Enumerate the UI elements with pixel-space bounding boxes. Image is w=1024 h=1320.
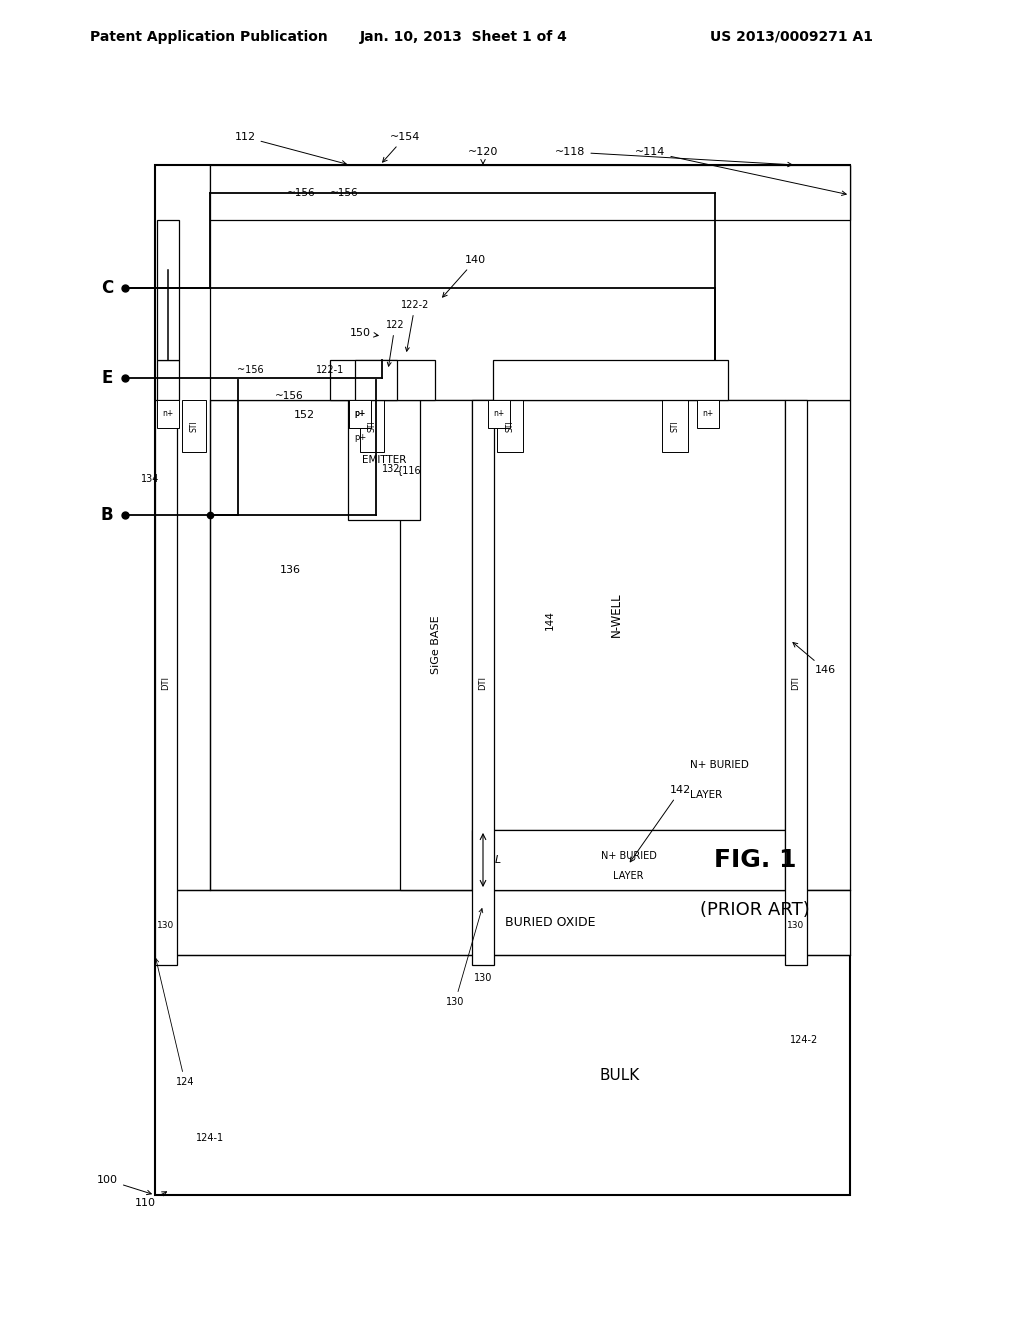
Text: DTI: DTI xyxy=(162,676,171,689)
Text: (PRIOR ART): (PRIOR ART) xyxy=(700,902,810,919)
Text: L: L xyxy=(495,855,502,865)
Text: 124: 124 xyxy=(155,958,195,1086)
Text: 130: 130 xyxy=(158,920,175,929)
Text: Jan. 10, 2013  Sheet 1 of 4: Jan. 10, 2013 Sheet 1 of 4 xyxy=(360,30,568,44)
Text: 112: 112 xyxy=(234,132,346,165)
Text: p+: p+ xyxy=(354,409,366,418)
Text: LAYER: LAYER xyxy=(690,789,722,800)
Bar xyxy=(155,400,177,965)
Bar xyxy=(697,400,719,428)
Text: 130: 130 xyxy=(445,908,482,1007)
Bar xyxy=(488,400,510,428)
Text: 144: 144 xyxy=(545,610,555,630)
Bar xyxy=(210,165,850,220)
Text: STI: STI xyxy=(506,420,514,432)
Text: N-WELL: N-WELL xyxy=(610,593,623,638)
Text: 100: 100 xyxy=(97,1175,152,1195)
Bar xyxy=(155,165,850,1195)
Bar xyxy=(472,400,785,830)
Bar xyxy=(182,400,206,451)
Bar xyxy=(330,360,435,400)
Bar xyxy=(472,830,785,890)
Bar xyxy=(349,400,371,428)
Text: DTI: DTI xyxy=(792,676,801,689)
Text: 140: 140 xyxy=(442,255,486,297)
Bar xyxy=(157,360,179,400)
Text: EMITTER: EMITTER xyxy=(361,455,407,465)
Bar xyxy=(155,890,850,954)
Text: N+ BURIED: N+ BURIED xyxy=(690,760,749,770)
Bar xyxy=(400,400,472,890)
Bar xyxy=(355,360,397,400)
Text: ~156: ~156 xyxy=(287,187,315,198)
Text: 150: 150 xyxy=(349,327,378,338)
Text: p+: p+ xyxy=(354,433,367,442)
Text: 134: 134 xyxy=(141,474,159,484)
Text: STI: STI xyxy=(671,420,680,432)
Text: ~156: ~156 xyxy=(330,187,358,198)
Text: N+ BURIED: N+ BURIED xyxy=(600,851,656,861)
Text: 132: 132 xyxy=(382,465,400,474)
Bar xyxy=(157,400,179,428)
Text: ~118: ~118 xyxy=(555,147,793,166)
Text: 124-1: 124-1 xyxy=(196,1133,224,1143)
Text: E: E xyxy=(101,370,113,387)
Bar xyxy=(497,400,523,451)
Bar xyxy=(472,400,494,965)
Text: p+: p+ xyxy=(354,409,366,418)
Text: STI: STI xyxy=(368,420,377,432)
Text: 122-1: 122-1 xyxy=(315,366,344,375)
Bar xyxy=(493,360,728,400)
Text: 122-2: 122-2 xyxy=(400,300,429,351)
Text: 142: 142 xyxy=(630,785,691,862)
Bar xyxy=(662,400,688,451)
Text: B: B xyxy=(100,506,113,524)
Text: SiGe BASE: SiGe BASE xyxy=(431,615,441,675)
Text: 130: 130 xyxy=(474,973,493,983)
Text: n+: n+ xyxy=(494,409,505,418)
Text: DTI: DTI xyxy=(478,676,487,689)
Bar xyxy=(785,400,807,965)
Text: US 2013/0009271 A1: US 2013/0009271 A1 xyxy=(710,30,873,44)
Text: FIG. 1: FIG. 1 xyxy=(714,847,797,873)
Text: 124-2: 124-2 xyxy=(790,1035,818,1045)
Text: 152: 152 xyxy=(294,411,315,420)
Bar xyxy=(210,400,850,890)
Text: ~154: ~154 xyxy=(383,132,420,162)
Text: STI: STI xyxy=(189,420,199,432)
Text: Patent Application Publication: Patent Application Publication xyxy=(90,30,328,44)
Bar xyxy=(348,400,420,520)
Text: LAYER: LAYER xyxy=(613,871,644,880)
Bar xyxy=(210,165,850,400)
Text: ~114: ~114 xyxy=(635,147,846,195)
Text: ~156: ~156 xyxy=(237,366,263,375)
Text: n+: n+ xyxy=(163,409,174,418)
Text: 122: 122 xyxy=(386,319,404,366)
Text: 130: 130 xyxy=(787,920,805,929)
Bar xyxy=(157,220,179,360)
Text: BURIED OXIDE: BURIED OXIDE xyxy=(505,916,595,929)
Text: ~120: ~120 xyxy=(468,147,499,164)
Text: BULK: BULK xyxy=(600,1068,640,1082)
Text: {116: {116 xyxy=(397,465,422,475)
Bar xyxy=(349,400,371,428)
Text: 146: 146 xyxy=(793,643,837,675)
Text: 110: 110 xyxy=(134,1192,167,1208)
Text: C: C xyxy=(100,279,113,297)
Bar xyxy=(360,400,384,451)
Text: 136: 136 xyxy=(280,565,300,576)
Text: n+: n+ xyxy=(702,409,714,418)
Text: ~156: ~156 xyxy=(275,391,304,401)
